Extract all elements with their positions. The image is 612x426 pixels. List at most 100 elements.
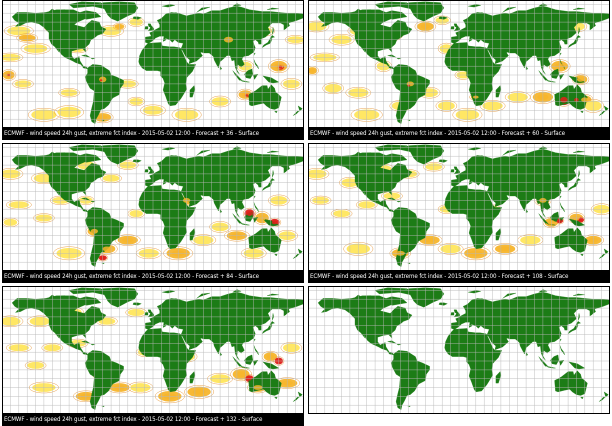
land-ellesmere [374,1,408,9]
land-banks-is [353,151,363,156]
land-new-siberian [267,150,279,153]
land-arabia-fill [183,45,203,64]
signal-core-level-3 [245,94,249,97]
signal-core-level-2 [424,237,436,243]
land-borneo [550,68,559,79]
land-sumatra [232,70,243,81]
land-north-america [317,9,413,70]
land-new-zealand-s [292,111,300,116]
land-iceland [132,302,142,306]
signal-area-level-1 [520,235,541,245]
map-panel-2: ECMWF - wind speed 24h gust, extreme fct… [308,0,610,140]
land-new-siberian [573,293,585,296]
signal-area-level-1 [283,343,300,353]
map-panel-4: ECMWF - wind speed 24h gust, extreme fct… [308,143,610,283]
land-new-zealand-n [603,105,609,112]
land-south-america [84,64,124,124]
land-java [546,80,556,83]
world-map [2,286,304,414]
land-ellesmere [374,144,408,152]
map-layers [308,286,610,414]
land-ireland [450,169,455,173]
land-taiwan [253,195,256,199]
land-java [240,223,250,226]
signal-core-level-2 [576,77,585,82]
land-banks-is [47,151,57,156]
map-caption: ECMWF - wind speed 24h gust, extreme fct… [2,271,304,283]
signal-core-level-2 [236,371,246,378]
map-panel-6 [308,286,610,426]
land-hokkaido [270,178,275,182]
world-map [308,286,610,414]
map-layers [308,0,610,128]
land-borneo [244,354,253,365]
land-sumatra [538,70,549,81]
map-panel-5: ECMWF - wind speed 24h gust, extreme fct… [2,286,304,426]
land-ellesmere [68,1,102,9]
world-map [2,143,304,271]
land-arabia-fill [183,188,203,207]
land-new-zealand-n [603,248,609,255]
land-sumatra [538,356,549,367]
land-arabia-fill [183,331,203,350]
land-philippines [559,345,565,355]
signal-core-level-3 [271,220,278,225]
land-banks-is [47,294,57,299]
land-madagascar [495,85,502,98]
land-australia [554,370,588,396]
land-hispaniola [396,344,402,346]
lat-lon-grid [308,0,610,128]
land-iceland [438,16,448,20]
signal-core-level-2 [499,246,511,252]
map-layers [2,143,304,271]
land-madagascar [495,371,502,384]
land-uk [453,309,460,318]
land-new-siberian [573,7,585,10]
land-borneo [550,354,559,365]
land-ellesmere [68,144,102,152]
land-greenland [92,287,139,308]
land-japan [567,180,579,191]
land-baffin [77,153,102,163]
world-map [308,0,610,128]
map-frame [308,143,610,271]
land-uk [453,23,460,32]
world-map [308,143,610,271]
land-banks-is [353,294,363,299]
land-madagascar [189,85,196,98]
land-greenland [398,1,445,22]
land-java [240,80,250,83]
land-uk [147,309,154,318]
land-svalbard [468,290,481,294]
land-arabia-fill [489,331,509,350]
land-philippines [253,202,259,212]
signal-core-level-3 [246,211,253,216]
signal-area-level-1 [2,316,21,326]
land-new-zealand-s [598,397,606,402]
land-new-guinea [568,361,586,370]
land-svalbard [468,147,481,151]
signal-area-level-1 [29,316,50,326]
land-new-zealand-s [598,111,606,116]
land-philippines [253,59,259,69]
signal-contour [280,342,303,354]
land-ireland [144,169,149,173]
land-south-america [390,64,430,124]
land-australia [554,84,588,110]
land-greenland [92,1,139,22]
world-map [2,0,304,128]
land-ireland [144,26,149,30]
land-taiwan [559,52,562,56]
land-greenland [398,287,445,308]
map-caption: ECMWF - wind speed 24h gust, extreme fct… [2,128,304,140]
land-new-guinea [262,75,280,84]
map-caption: ECMWF - wind speed 24h gust, extreme fct… [308,128,610,140]
land-madagascar [495,228,502,241]
land-banks-is [353,8,363,13]
land-australia [554,227,588,253]
land-new-zealand-s [292,254,300,259]
land-south-america [84,350,124,410]
land-new-siberian [573,150,585,153]
signal-core-level-2 [309,68,315,73]
land-new-zealand-n [297,391,303,398]
